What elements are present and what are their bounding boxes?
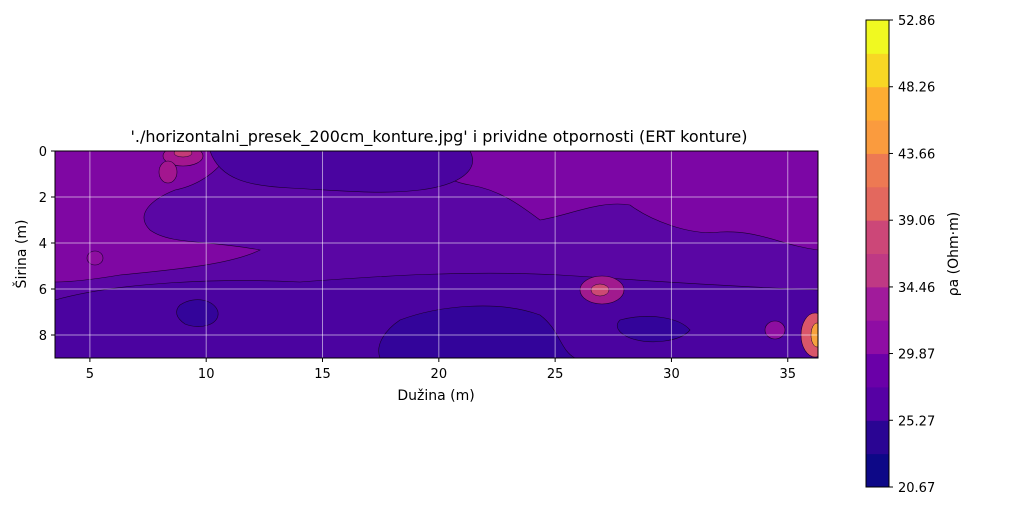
colorbar-tick-label: 20.67 (898, 481, 935, 496)
colorbar-level (866, 286, 889, 321)
hotspot-mid-core (590, 283, 610, 297)
colorbar-level (866, 453, 889, 488)
grid (55, 151, 818, 358)
hotspot-small-left (86, 250, 104, 266)
colorbar-tick-label: 52.86 (898, 14, 935, 29)
plot-frame (54, 150, 819, 359)
colorbar-level (866, 120, 889, 154)
contour-low-top (209, 151, 473, 193)
x-axis-label: Dužina (m) (397, 388, 474, 404)
colorbar-level (866, 320, 889, 355)
y-tick-label: 2 (39, 191, 47, 206)
x-tick-label: 5 (86, 367, 94, 382)
colorbar-tick-label: 34.46 (898, 281, 935, 296)
hotspot-top (162, 151, 204, 167)
contour-lowest-1 (176, 299, 219, 327)
colorbar-ticks: 20.67 25.27 29.87 34.46 39.06 43.66 48.26 52.86 (889, 14, 935, 496)
colorbar-level (866, 186, 889, 221)
colorbar-level (866, 20, 889, 54)
colorbar-level (866, 386, 889, 421)
colorbar-frame (865, 19, 890, 488)
x-tick-label: 20 (431, 367, 448, 382)
x-tick-label: 30 (663, 367, 680, 382)
contour-lowest-2 (378, 305, 576, 358)
y-axis: 0 2 4 6 8 (39, 145, 55, 344)
x-tick-label: 10 (198, 367, 215, 382)
colorbar-level (866, 153, 889, 188)
colorbar-tick-label: 39.06 (898, 214, 935, 229)
colorbar-tick-label: 25.27 (898, 414, 935, 429)
y-tick-label: 0 (39, 145, 47, 160)
x-tick-label: 25 (547, 367, 564, 382)
y-tick-label: 4 (39, 237, 47, 252)
hotspot-left (158, 160, 178, 184)
y-tick-label: 8 (39, 329, 47, 344)
colorbar-tick-label: 48.26 (898, 81, 935, 96)
hotspot-top-core (173, 151, 193, 158)
x-tick-label: 15 (314, 367, 331, 382)
y-axis-label: Širina (m) (12, 220, 30, 289)
colorbar (866, 20, 889, 488)
hotspot-small-right (764, 320, 786, 340)
colorbar-level (866, 86, 889, 121)
colorbar-level (866, 353, 889, 388)
colorbar-level (866, 53, 889, 88)
chart-title: './horizontalni_presek_200cm_konture.jpg… (130, 127, 747, 147)
x-tick-label: 35 (779, 367, 796, 382)
colorbar-level (866, 420, 889, 455)
y-tick-label: 6 (39, 283, 47, 298)
colorbar-tick-label: 43.66 (898, 147, 935, 162)
x-axis: 5 10 15 20 25 30 35 (86, 358, 796, 382)
colorbar-tick-label: 29.87 (898, 348, 935, 363)
colorbar-level (866, 253, 889, 288)
plot-area (55, 151, 818, 358)
contour-high-right (441, 151, 818, 251)
colorbar-level (866, 220, 889, 254)
colorbar-label: ρa (Ohm·m) (946, 212, 962, 296)
